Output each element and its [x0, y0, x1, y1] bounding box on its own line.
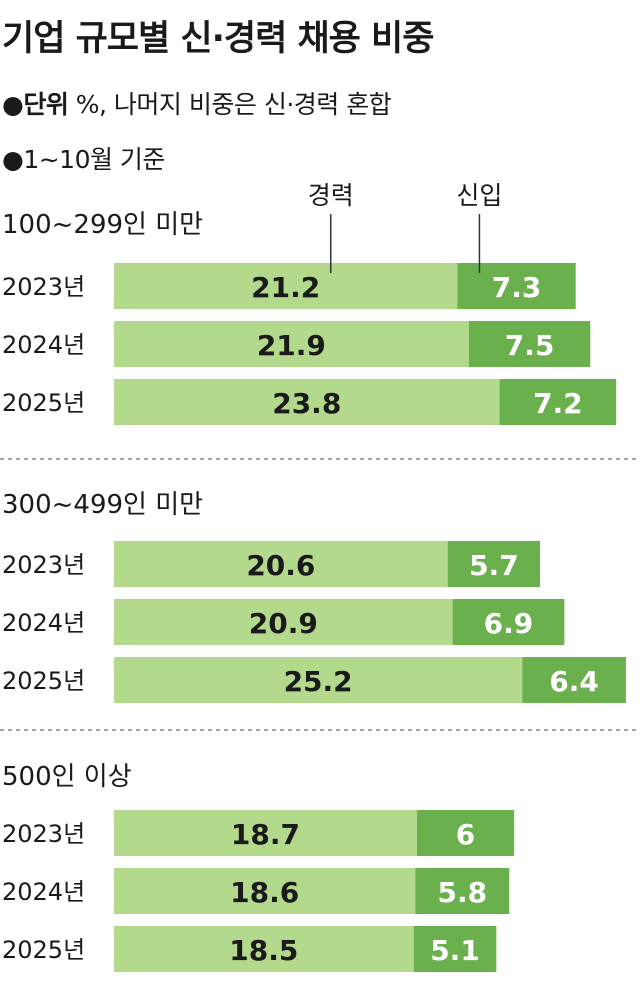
value-label-new-hire: 7.2 — [533, 387, 583, 420]
value-label-new-hire: 6.4 — [549, 665, 599, 698]
legend-new-hire: 신입 — [456, 181, 502, 210]
unit-note-label: ●단위 — [2, 90, 69, 119]
bar-experienced — [114, 599, 453, 645]
value-label-new-hire: 5.8 — [437, 876, 487, 909]
legend-experienced: 경력 — [308, 181, 354, 210]
bar-new-hire — [416, 810, 515, 856]
group-title-1: 100~299인 미만 — [2, 210, 203, 240]
year-label: 2024년 — [2, 878, 85, 906]
bar-new-hire — [413, 926, 497, 972]
bar-new-hire — [522, 657, 626, 703]
value-label-new-hire: 6 — [456, 818, 475, 851]
value-label-new-hire: 7.5 — [505, 329, 555, 362]
unit-note-text: %, 나머지 비중은 신·경력 혼합 — [68, 90, 392, 119]
bar-new-hire — [452, 599, 565, 645]
value-label-experienced: 18.6 — [230, 876, 299, 909]
value-label-new-hire: 6.9 — [484, 607, 534, 640]
year-label: 2023년 — [2, 273, 85, 301]
bar-experienced — [114, 657, 523, 703]
bar-new-hire — [415, 868, 510, 914]
value-label-experienced: 20.9 — [249, 607, 318, 640]
bar-new-hire — [468, 321, 591, 367]
year-label: 2025년 — [2, 667, 85, 695]
bar-experienced — [114, 263, 458, 309]
value-label-new-hire: 5.1 — [430, 934, 480, 967]
chart-title: 기업 규모별 신·경력 채용 비중 — [2, 19, 434, 59]
value-label-experienced: 18.7 — [231, 818, 300, 851]
value-label-experienced: 23.8 — [272, 387, 341, 420]
year-label: 2025년 — [2, 936, 85, 964]
bar-new-hire — [499, 379, 617, 425]
bar-experienced — [114, 541, 448, 587]
bar-experienced — [114, 926, 414, 972]
bar-experienced — [114, 321, 469, 367]
year-label: 2025년 — [2, 389, 85, 417]
value-label-experienced: 25.2 — [284, 665, 353, 698]
value-label-experienced: 20.6 — [246, 549, 315, 582]
bar-new-hire — [457, 263, 576, 309]
value-label-new-hire: 7.3 — [492, 271, 542, 304]
year-label: 2023년 — [2, 551, 85, 579]
year-label: 2024년 — [2, 609, 85, 637]
year-label: 2024년 — [2, 331, 85, 359]
value-label-experienced: 21.9 — [257, 329, 326, 362]
bar-new-hire — [447, 541, 541, 587]
value-label-new-hire: 5.7 — [469, 549, 519, 582]
group-title-2: 300~499인 미만 — [2, 490, 203, 520]
group-title-3: 500인 이상 — [2, 762, 132, 792]
value-label-experienced: 18.5 — [229, 934, 298, 967]
value-label-experienced: 21.2 — [251, 271, 320, 304]
bar-experienced — [114, 379, 500, 425]
unit-note: ●단위 %, 나머지 비중은 신·경력 혼합 — [2, 85, 392, 121]
bar-experienced — [114, 868, 416, 914]
year-label: 2023년 — [2, 820, 85, 848]
bar-experienced — [114, 810, 417, 856]
period-note: ●1~10월 기준 — [2, 145, 165, 174]
